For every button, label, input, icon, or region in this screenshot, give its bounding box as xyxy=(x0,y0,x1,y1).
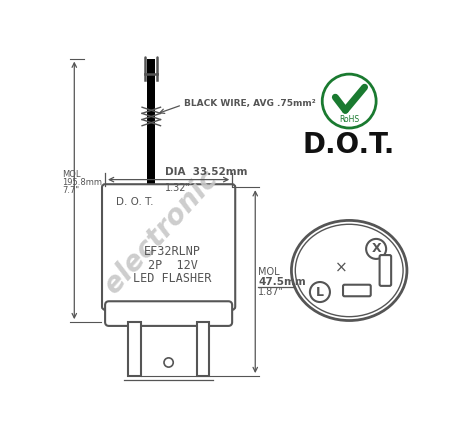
Text: L: L xyxy=(316,286,324,299)
Ellipse shape xyxy=(292,220,407,321)
FancyBboxPatch shape xyxy=(343,285,371,296)
Text: BLACK WIRE, AVG .75mm²: BLACK WIRE, AVG .75mm² xyxy=(183,99,315,108)
Text: 2P  12V: 2P 12V xyxy=(147,258,197,272)
Text: X: X xyxy=(371,242,381,255)
Text: MOL: MOL xyxy=(258,267,280,277)
Text: 195.8mm: 195.8mm xyxy=(62,178,102,187)
Bar xyxy=(197,322,209,376)
Text: EF32RLNP: EF32RLNP xyxy=(144,245,201,258)
Ellipse shape xyxy=(295,224,403,317)
Circle shape xyxy=(322,74,376,128)
Text: 47.5mm: 47.5mm xyxy=(258,277,306,286)
Text: MOL: MOL xyxy=(62,170,81,180)
Circle shape xyxy=(310,282,330,302)
Bar xyxy=(147,59,155,187)
Bar xyxy=(128,322,140,376)
Text: 7.7": 7.7" xyxy=(62,186,79,195)
Text: RoHS: RoHS xyxy=(339,115,359,124)
Text: electronic: electronic xyxy=(99,164,223,299)
FancyBboxPatch shape xyxy=(380,255,391,286)
Text: LED FLASHER: LED FLASHER xyxy=(133,272,212,285)
FancyBboxPatch shape xyxy=(102,184,235,310)
Text: 1.32": 1.32" xyxy=(165,183,191,193)
Text: 1.87": 1.87" xyxy=(258,286,284,297)
Text: D.O.T.: D.O.T. xyxy=(303,131,395,159)
FancyBboxPatch shape xyxy=(105,301,232,326)
Circle shape xyxy=(164,358,173,367)
Text: D. O. T.: D. O. T. xyxy=(116,197,154,207)
Text: DIA  33.52mm: DIA 33.52mm xyxy=(165,166,247,177)
Circle shape xyxy=(366,239,386,259)
Text: ×: × xyxy=(335,261,348,276)
